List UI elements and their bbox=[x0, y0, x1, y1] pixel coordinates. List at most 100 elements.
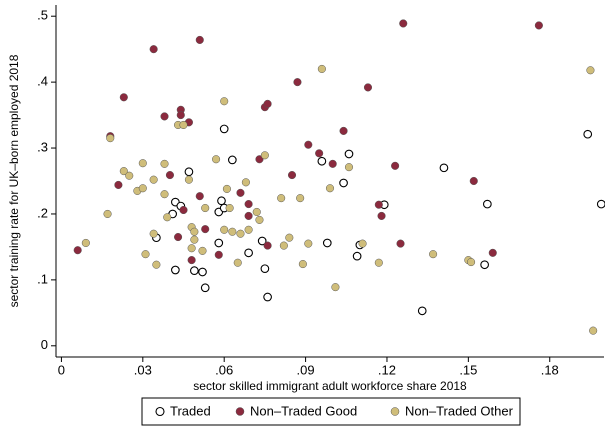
legend-marker bbox=[235, 407, 245, 416]
point bbox=[198, 267, 207, 277]
point bbox=[228, 227, 237, 236]
point bbox=[179, 120, 188, 130]
point bbox=[285, 233, 294, 242]
point bbox=[187, 244, 196, 253]
point bbox=[339, 178, 348, 188]
point bbox=[200, 283, 210, 293]
point bbox=[179, 205, 188, 215]
point bbox=[279, 241, 288, 250]
point bbox=[233, 258, 242, 267]
point bbox=[163, 213, 172, 222]
point bbox=[263, 292, 272, 302]
point bbox=[255, 155, 264, 164]
point bbox=[236, 229, 245, 238]
point bbox=[396, 239, 405, 248]
point bbox=[260, 264, 270, 274]
point bbox=[317, 156, 327, 166]
legend-marker bbox=[155, 406, 165, 417]
point bbox=[152, 260, 161, 269]
point bbox=[322, 238, 332, 248]
x-tick-label: .12 bbox=[378, 362, 396, 377]
point bbox=[429, 250, 438, 259]
point bbox=[141, 250, 150, 259]
point bbox=[325, 184, 335, 193]
y-tick-label: .3 bbox=[37, 139, 48, 154]
point bbox=[201, 203, 210, 213]
point bbox=[241, 178, 250, 187]
point bbox=[149, 175, 158, 184]
point bbox=[149, 229, 158, 238]
point bbox=[225, 203, 234, 213]
point bbox=[106, 134, 115, 143]
point bbox=[293, 78, 302, 87]
point bbox=[480, 260, 489, 270]
point bbox=[596, 199, 605, 209]
point bbox=[358, 239, 367, 248]
point bbox=[482, 199, 492, 209]
point bbox=[81, 238, 90, 248]
point bbox=[589, 326, 598, 335]
point bbox=[287, 171, 297, 180]
point bbox=[252, 207, 261, 217]
point bbox=[236, 188, 245, 197]
point bbox=[214, 238, 224, 248]
point bbox=[187, 256, 196, 265]
point bbox=[119, 167, 128, 176]
point bbox=[317, 64, 326, 73]
point bbox=[174, 232, 183, 242]
point bbox=[255, 215, 264, 224]
point bbox=[417, 306, 427, 316]
point bbox=[198, 246, 207, 255]
point bbox=[214, 250, 223, 259]
point bbox=[352, 251, 362, 261]
point bbox=[586, 66, 595, 75]
legend-label: Non–Traded Good bbox=[250, 403, 357, 418]
point bbox=[391, 161, 400, 170]
point bbox=[296, 194, 305, 203]
point bbox=[363, 83, 373, 92]
point bbox=[377, 211, 386, 220]
point bbox=[125, 171, 134, 180]
point bbox=[160, 159, 169, 168]
y-tick-label: .5 bbox=[37, 8, 48, 23]
point bbox=[339, 126, 348, 135]
point bbox=[220, 225, 229, 234]
point bbox=[184, 175, 193, 184]
point bbox=[467, 258, 476, 267]
point bbox=[583, 129, 593, 139]
point bbox=[138, 184, 147, 193]
point bbox=[165, 171, 174, 180]
point bbox=[244, 225, 253, 234]
point bbox=[244, 200, 253, 209]
x-tick-label: .09 bbox=[297, 362, 315, 377]
point bbox=[439, 163, 449, 173]
x-tick-label: .15 bbox=[459, 362, 477, 377]
point bbox=[220, 97, 229, 106]
point bbox=[73, 246, 82, 255]
point bbox=[201, 225, 210, 234]
point bbox=[222, 184, 231, 193]
point bbox=[374, 200, 383, 209]
point bbox=[190, 266, 199, 275]
point bbox=[244, 211, 253, 220]
point bbox=[263, 241, 272, 250]
legend-marker bbox=[390, 407, 400, 416]
x-tick-label: 0 bbox=[58, 362, 65, 377]
point bbox=[160, 112, 169, 121]
point bbox=[217, 196, 226, 206]
point bbox=[212, 155, 221, 164]
point bbox=[227, 155, 237, 165]
point bbox=[399, 19, 408, 28]
point bbox=[328, 159, 337, 168]
point bbox=[244, 248, 253, 258]
point bbox=[176, 111, 185, 120]
x-axis-title: sector skilled immigrant adult workforce… bbox=[193, 379, 467, 393]
y-axis-title: sector training rate for UK–born employe… bbox=[7, 54, 21, 307]
x-tick-label: .06 bbox=[215, 362, 233, 377]
point bbox=[190, 227, 199, 236]
point bbox=[184, 167, 194, 177]
point bbox=[344, 149, 354, 159]
point bbox=[103, 209, 112, 219]
point bbox=[277, 194, 286, 203]
